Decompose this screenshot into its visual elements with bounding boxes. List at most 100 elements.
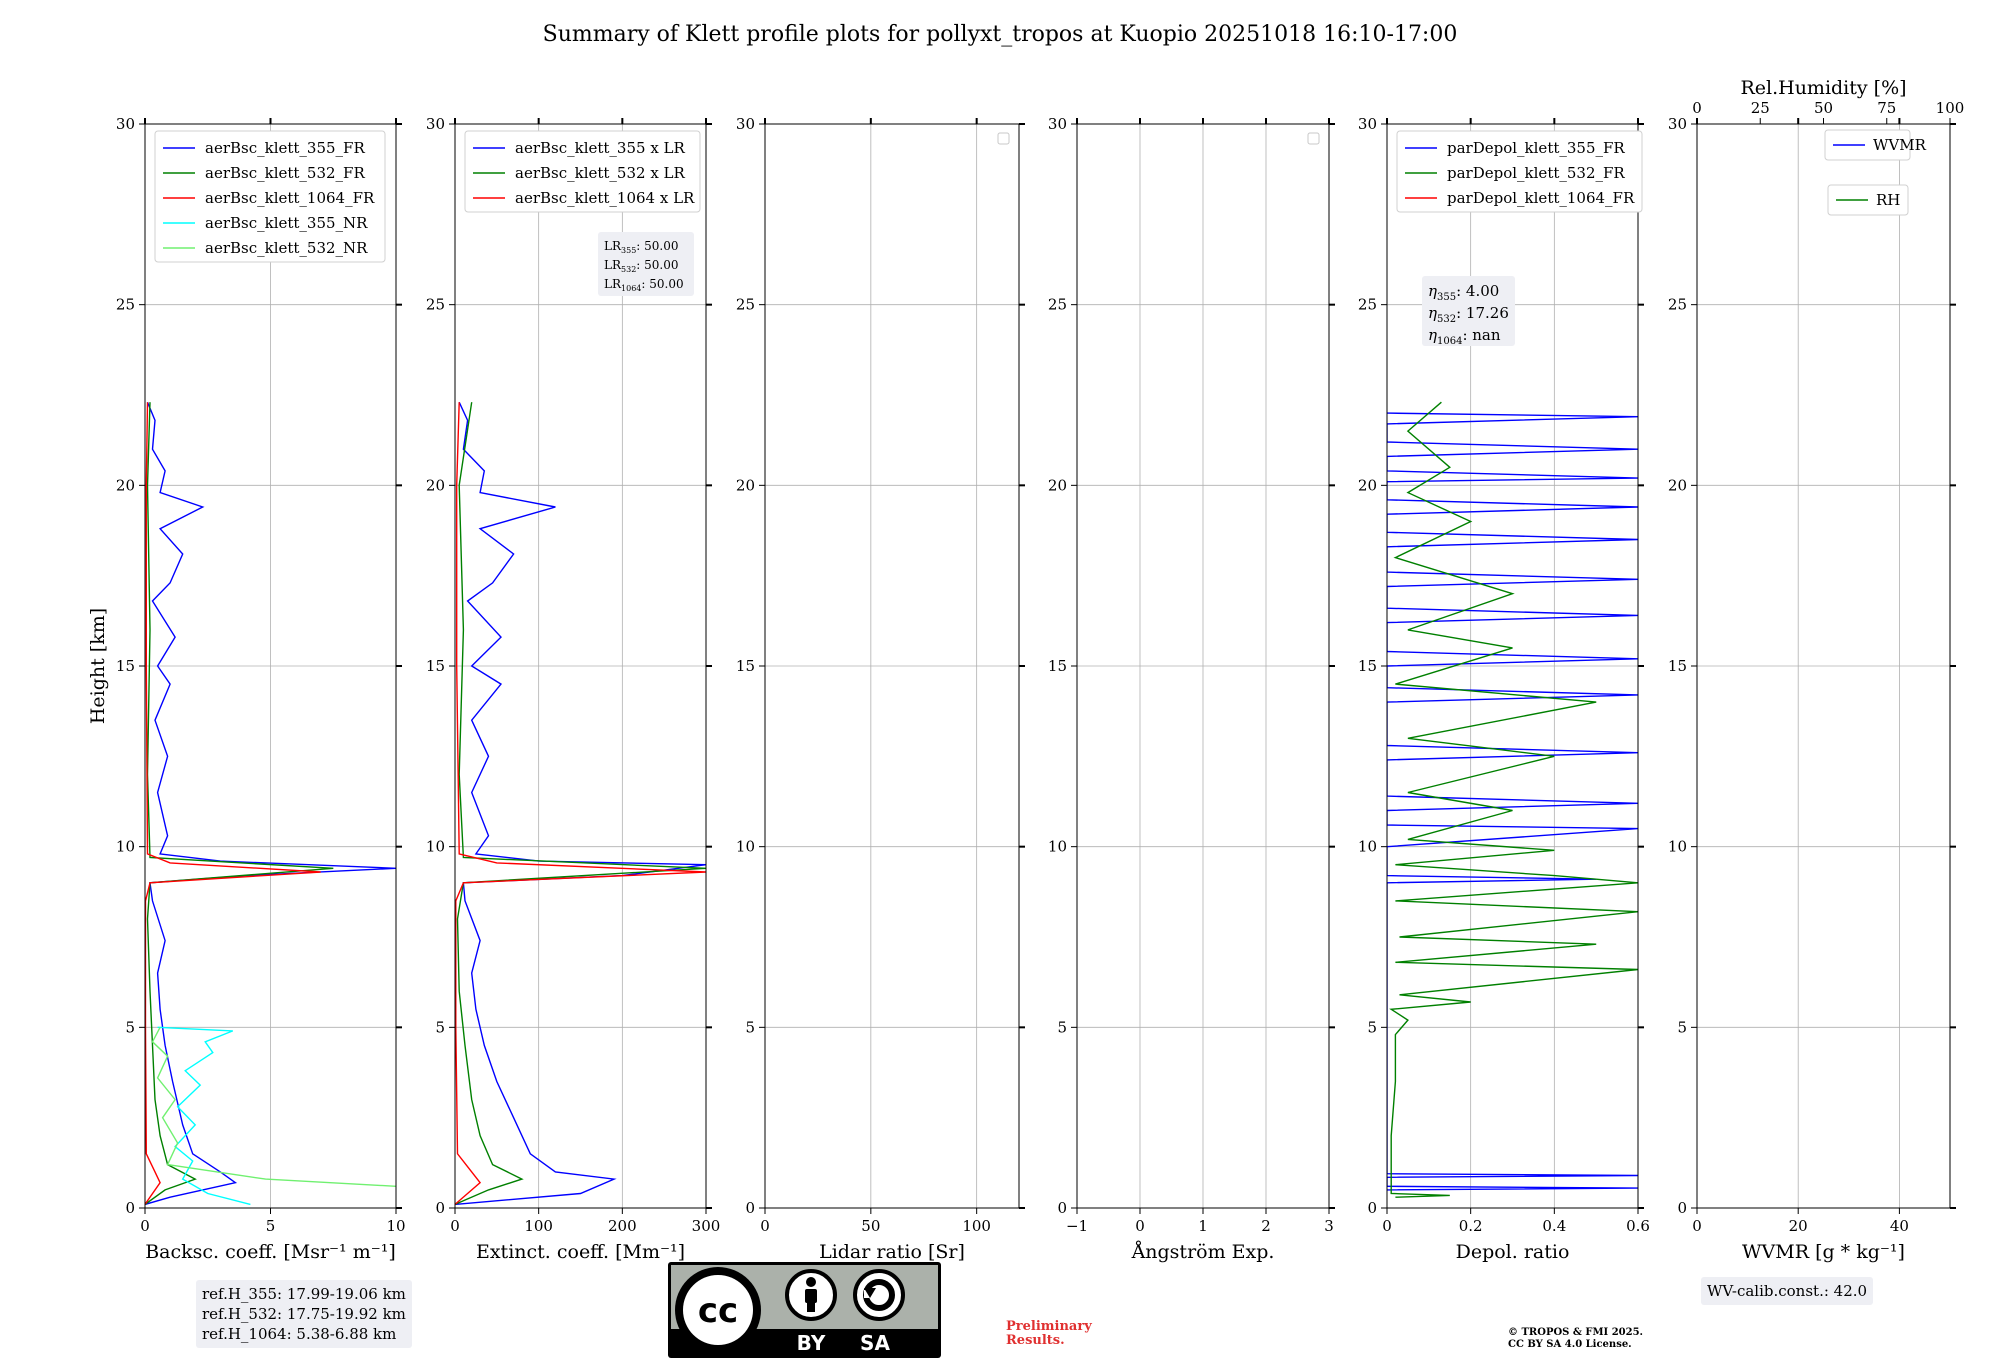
x-tick-label: 5 <box>266 1217 276 1235</box>
refh-1064-text: ref.H_1064: 5.38-6.88 km <box>202 1325 397 1343</box>
x-axis-label: Depol. ratio <box>1456 1241 1570 1263</box>
x-axis-label: Backsc. coeff. [Msr⁻¹ m⁻¹] <box>145 1241 396 1263</box>
y-tick-label: 15 <box>426 657 445 675</box>
series-group <box>455 401 706 1206</box>
series-line-aerBsc_klett_355_FR <box>145 401 396 1206</box>
x-axis-label: Extinct. coeff. [Mm⁻¹] <box>476 1241 685 1263</box>
legend-entry: aerBsc_klett_355_FR <box>205 139 365 157</box>
preliminary-line-2: Results. <box>1006 1333 1065 1348</box>
x-tick-label: 200 <box>608 1217 637 1235</box>
wv-calib-text: WV-calib.const.: 42.0 <box>1707 1282 1868 1300</box>
y-tick-label: 25 <box>1358 296 1377 314</box>
x-tick-label: 300 <box>692 1217 721 1235</box>
x-tick-label: 0 <box>450 1217 460 1235</box>
x2-axis-label: Rel.Humidity [%] <box>1740 77 1906 99</box>
x-tick-label: 20 <box>1789 1217 1808 1235</box>
legend-box <box>464 130 701 213</box>
x-tick-label: 50 <box>861 1217 880 1235</box>
legend-box <box>1396 130 1643 213</box>
x-axis-label: Lidar ratio [Sr] <box>819 1241 965 1263</box>
y-tick-label: 15 <box>1358 657 1377 675</box>
refh-532-text: ref.H_532: 17.75-19.92 km <box>202 1305 406 1323</box>
y-tick-label: 10 <box>1668 838 1687 856</box>
y-tick-label: 5 <box>125 1018 135 1036</box>
y-tick-label: 15 <box>736 657 755 675</box>
x-tick-label: 100 <box>962 1217 991 1235</box>
legend-entry: parDepol_klett_532_FR <box>1447 164 1625 182</box>
y-tick-label: 0 <box>1057 1199 1067 1217</box>
y-tick-label: 5 <box>1677 1018 1687 1036</box>
y-tick-label: 0 <box>125 1199 135 1217</box>
x2-tick-label: 0 <box>1692 99 1702 117</box>
x-tick-label: 0 <box>1382 1217 1392 1235</box>
y-tick-label: 10 <box>1358 838 1377 856</box>
y-tick-label: 20 <box>1358 476 1377 494</box>
panel-lidar_ratio: 0 50 100 0 5 10 15 20 25 30 Lidar ratio [Sr] <box>736 115 1025 1263</box>
refh-355-text: ref.H_355: 17.99-19.06 km <box>202 1285 406 1303</box>
y-tick-label: 20 <box>116 476 135 494</box>
x-tick-label: 0.6 <box>1626 1217 1650 1235</box>
x-tick-label: −1 <box>1066 1217 1088 1235</box>
x2-tick-label: 100 <box>1936 99 1965 117</box>
legend-entry: aerBsc_klett_355_NR <box>205 214 368 232</box>
series-group <box>1387 401 1638 1198</box>
series-line-parDepol_klett_355_FR <box>1387 412 1638 1191</box>
y-tick-label: 10 <box>736 838 755 856</box>
eta-annotation-line: η355: 4.00 <box>1428 282 1499 303</box>
y-tick-label: 5 <box>1367 1018 1377 1036</box>
x2-tick-label: 50 <box>1814 99 1833 117</box>
x-tick-label: 0 <box>140 1217 150 1235</box>
eta-annotation-line: η532: 17.26 <box>1428 304 1509 325</box>
eta-annotation-line: η1064: nan <box>1428 326 1501 347</box>
x-tick-label: 1 <box>1198 1217 1208 1235</box>
y-tick-label: 0 <box>1367 1199 1377 1217</box>
y-axis-label: Height [km] <box>87 608 109 724</box>
series-line-aerBsc_klett_1064 x LR <box>455 402 706 1205</box>
y-tick-label: 20 <box>1668 476 1687 494</box>
series-line-aerBsc_klett_1064_FR <box>145 402 321 1205</box>
copyright-note: © TROPOS & FMI 2025. CC BY SA 4.0 Licens… <box>1508 1327 1643 1351</box>
y-tick-label: 30 <box>1358 115 1377 133</box>
y-tick-label: 20 <box>736 476 755 494</box>
lr-annotation-line: LR532: 50.00 <box>604 258 679 274</box>
panel-depol: 0 0.2 0.4 0.6 0 5 10 15 20 25 30 Depol. ratio parDep… <box>1358 115 1650 1263</box>
x-tick-label: 0 <box>1135 1217 1145 1235</box>
lr-annotation-box <box>598 232 694 296</box>
empty-legend-box <box>997 132 1010 145</box>
y-tick-label: 10 <box>116 838 135 856</box>
y-tick-label: 25 <box>1048 296 1067 314</box>
legend-box <box>1824 129 1911 161</box>
panel-backscatter: 0 5 10 0 5 10 15 20 25 30 Backsc. coeff. [Msr⁻¹ m⁻… <box>116 115 406 1263</box>
lr-annotation-line: LR355: 50.00 <box>604 239 679 255</box>
series-line-aerBsc_klett_355_NR <box>157 1026 251 1206</box>
cc-sa-label: SA <box>860 1331 890 1355</box>
wv-calib-box: WV-calib.const.: 42.0 <box>1701 1277 1874 1305</box>
panel-wvmr: 0 20 40 0 5 10 15 20 25 30 WVMR [g * kg⁻¹] 0 25 50 75 1… <box>1668 77 1964 1263</box>
y-tick-label: 5 <box>435 1018 445 1036</box>
y-tick-label: 25 <box>736 296 755 314</box>
cc-by-label: BY <box>797 1331 826 1355</box>
series-group <box>145 401 396 1206</box>
cc-by-sa-badge: cc BY SA <box>668 1262 941 1358</box>
preliminary-note: Preliminary Results. <box>1006 1320 1092 1348</box>
x-tick-label: 0 <box>1692 1217 1702 1235</box>
y-tick-label: 20 <box>1048 476 1067 494</box>
x-tick-label: 0.4 <box>1542 1217 1566 1235</box>
y-tick-label: 10 <box>426 838 445 856</box>
empty-legend-box <box>1307 132 1320 145</box>
y-tick-label: 25 <box>1668 296 1687 314</box>
x-tick-label: 40 <box>1890 1217 1909 1235</box>
series-line-aerBsc_klett_532 x LR <box>455 402 706 1206</box>
x-tick-label: 0.2 <box>1459 1217 1483 1235</box>
svg-text:cc: cc <box>698 1291 738 1331</box>
y-tick-label: 25 <box>426 296 445 314</box>
x2-tick-label: 25 <box>1751 99 1770 117</box>
y-tick-label: 15 <box>1668 657 1687 675</box>
x2-tick-label: 75 <box>1877 99 1896 117</box>
series-line-aerBsc_klett_532_FR <box>145 402 334 1205</box>
figure-title: Summary of Klett profile plots for polly… <box>542 22 1458 47</box>
legend-entry: RH <box>1876 191 1900 209</box>
x-tick-label: 100 <box>524 1217 553 1235</box>
